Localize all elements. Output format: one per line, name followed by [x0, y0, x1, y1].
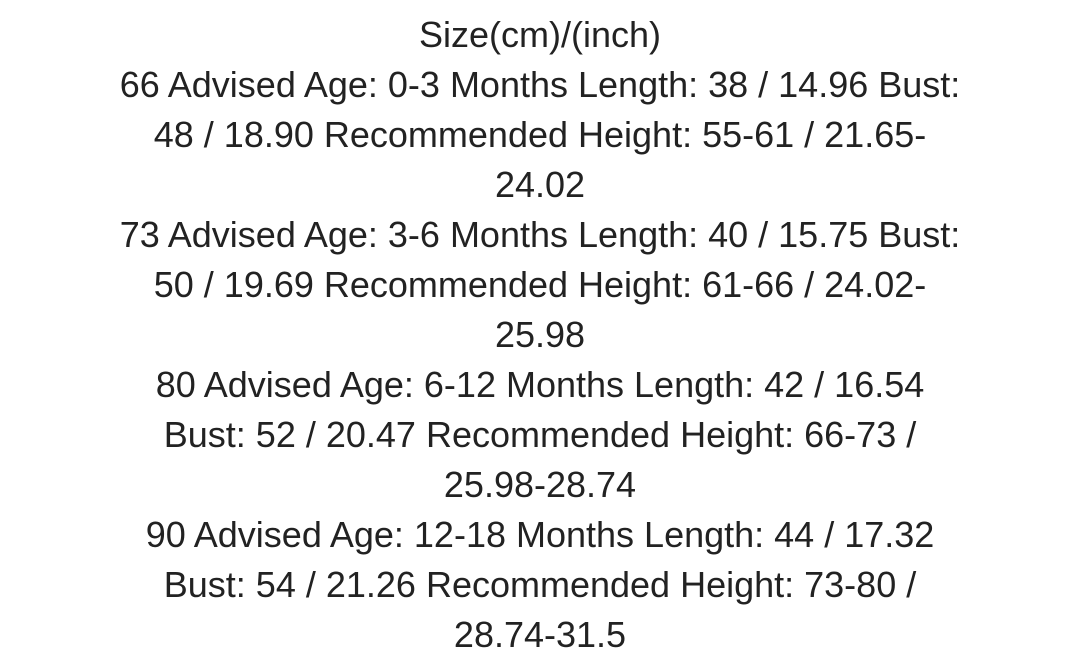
entry-line: 90 Advised Age: 12-18 Months Length: 44 … — [145, 514, 935, 555]
entry-line: 66 Advised Age: 0-3 Months Length: 38 / … — [119, 64, 961, 105]
size-entry-90: 90 Advised Age: 12-18 Months Length: 44 … — [0, 510, 1080, 660]
size-entry-80: 80 Advised Age: 6-12 Months Length: 42 /… — [0, 360, 1080, 510]
size-entry-66: 66 Advised Age: 0-3 Months Length: 38 / … — [0, 60, 1080, 210]
entry-line: 80 Advised Age: 6-12 Months Length: 42 /… — [155, 364, 925, 405]
size-entry-73: 73 Advised Age: 3-6 Months Length: 40 / … — [0, 210, 1080, 360]
entry-line: 25.98 — [494, 314, 586, 355]
entry-line: 28.74-31.5 — [453, 614, 627, 655]
entry-line: 24.02 — [494, 164, 586, 205]
entry-line: Bust: 54 / 21.26 Recommended Height: 73-… — [163, 564, 917, 605]
entry-line: 50 / 19.69 Recommended Height: 61-66 / 2… — [153, 264, 927, 305]
entry-line: 73 Advised Age: 3-6 Months Length: 40 / … — [119, 214, 961, 255]
size-chart-title: Size(cm)/(inch) — [418, 14, 661, 55]
entry-line: 25.98-28.74 — [443, 464, 637, 505]
entry-line: Bust: 52 / 20.47 Recommended Height: 66-… — [163, 414, 917, 455]
entry-line: 48 / 18.90 Recommended Height: 55-61 / 2… — [153, 114, 927, 155]
